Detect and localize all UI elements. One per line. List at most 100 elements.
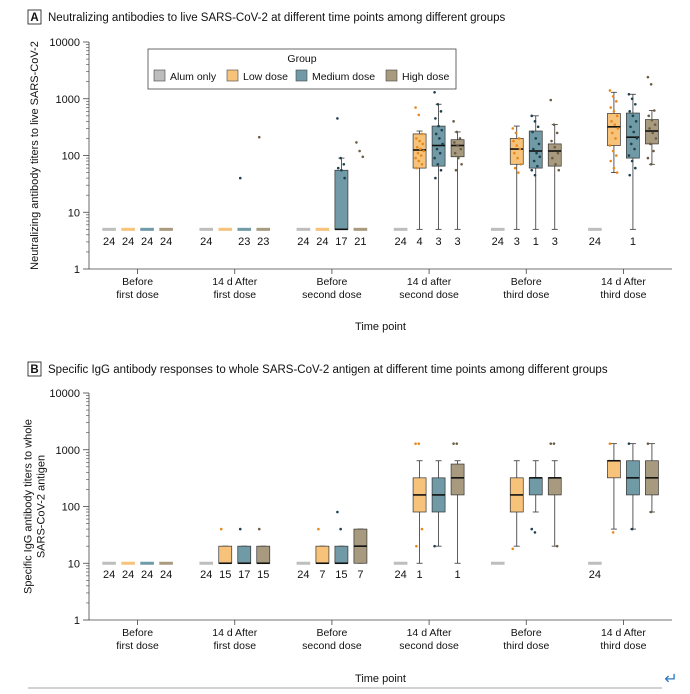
box-alum-only bbox=[490, 561, 505, 565]
data-point bbox=[414, 106, 417, 109]
data-point bbox=[555, 544, 559, 548]
y-axis-label: Specific IgG antibody titers to whole bbox=[23, 419, 35, 594]
data-point bbox=[615, 100, 618, 103]
box-medium-dose bbox=[334, 117, 349, 231]
data-point bbox=[511, 127, 515, 130]
flat-box bbox=[490, 561, 505, 565]
box-medium-dose bbox=[528, 460, 543, 534]
x-axis-label: Time point bbox=[355, 321, 406, 333]
count-label: 15 bbox=[257, 569, 269, 581]
data-point bbox=[452, 120, 455, 123]
category-label: third dose bbox=[503, 640, 549, 652]
data-point bbox=[452, 442, 455, 445]
count-label: 24 bbox=[141, 569, 153, 581]
legend-box bbox=[147, 48, 457, 90]
category-label: 14 d After bbox=[407, 627, 452, 639]
data-point bbox=[646, 75, 650, 79]
flat-box bbox=[588, 227, 602, 231]
count-label: 24 bbox=[492, 236, 504, 248]
data-point bbox=[519, 162, 523, 166]
box-alum-only bbox=[393, 227, 408, 231]
count-label: 24 bbox=[160, 569, 172, 581]
box-medium-dose bbox=[431, 90, 446, 230]
count-label: 24 bbox=[103, 236, 115, 248]
box-low-dose bbox=[607, 89, 621, 174]
box-high-dose bbox=[353, 141, 368, 231]
data-point bbox=[433, 156, 436, 160]
data-point bbox=[653, 109, 656, 112]
data-point bbox=[609, 106, 613, 109]
data-point bbox=[630, 97, 634, 101]
data-point bbox=[630, 527, 634, 531]
data-point bbox=[457, 156, 460, 160]
data-point bbox=[517, 171, 520, 174]
data-point bbox=[458, 137, 462, 140]
data-point bbox=[614, 137, 617, 140]
data-point bbox=[646, 442, 650, 445]
category-label: 14 d After bbox=[212, 627, 257, 639]
data-point bbox=[358, 149, 361, 153]
data-point bbox=[608, 89, 612, 92]
data-point bbox=[438, 137, 441, 140]
y-axis-label: Neutralizing antibody titers to live SAR… bbox=[29, 41, 41, 270]
count-label: 24 bbox=[394, 236, 406, 248]
data-point bbox=[634, 166, 637, 170]
flat-box bbox=[237, 227, 252, 231]
box-low-dose bbox=[121, 561, 135, 565]
legend-title: Group bbox=[287, 53, 316, 65]
data-point bbox=[415, 166, 418, 170]
data-point bbox=[553, 145, 557, 149]
return-arrow-icon[interactable]: ↵ bbox=[664, 671, 677, 688]
data-point bbox=[459, 147, 463, 151]
count-label: 23 bbox=[238, 236, 250, 248]
box-alum-only bbox=[296, 227, 311, 231]
box-body bbox=[626, 112, 640, 159]
data-point bbox=[532, 159, 536, 163]
data-point bbox=[339, 156, 342, 160]
data-point bbox=[629, 125, 632, 129]
category-label: second dose bbox=[399, 640, 459, 652]
flat-box bbox=[159, 227, 173, 231]
panel-b-header: B Specific IgG antibody responses to who… bbox=[27, 361, 608, 377]
data-point bbox=[317, 527, 320, 531]
data-point bbox=[615, 154, 618, 157]
box-body bbox=[412, 133, 427, 169]
flat-box bbox=[256, 227, 271, 231]
data-point bbox=[608, 442, 612, 445]
x-axis-label: Time point bbox=[355, 673, 406, 685]
data-point bbox=[551, 156, 554, 160]
flat-box bbox=[353, 227, 368, 231]
data-point bbox=[609, 159, 613, 163]
category-label: 14 d after bbox=[407, 276, 452, 288]
box-low-dose bbox=[218, 527, 233, 565]
data-point bbox=[533, 120, 537, 123]
count-label: 24 bbox=[200, 569, 212, 581]
data-point bbox=[649, 162, 653, 166]
data-point bbox=[436, 102, 440, 106]
data-point bbox=[434, 176, 437, 180]
data-point bbox=[434, 132, 438, 136]
box-body bbox=[315, 545, 330, 564]
data-point bbox=[632, 130, 636, 134]
category-label: Before bbox=[511, 276, 542, 288]
data-point bbox=[355, 141, 358, 144]
data-point bbox=[418, 139, 421, 143]
count-label: 21 bbox=[354, 236, 366, 248]
box-high-dose bbox=[159, 561, 173, 565]
data-point bbox=[611, 531, 615, 534]
flat-box bbox=[393, 561, 408, 565]
data-point bbox=[417, 159, 421, 163]
category-label: Before bbox=[316, 276, 347, 288]
box-alum-only bbox=[588, 227, 602, 231]
category-label: second dose bbox=[399, 289, 459, 301]
data-point bbox=[616, 127, 620, 130]
category-label: first dose bbox=[116, 289, 159, 301]
y-tick-label: 1000 bbox=[56, 94, 80, 106]
data-point bbox=[628, 173, 632, 177]
data-point bbox=[630, 142, 633, 146]
category-label: first dose bbox=[116, 640, 159, 652]
data-point bbox=[534, 137, 538, 140]
data-point bbox=[533, 531, 537, 534]
data-point bbox=[511, 547, 515, 551]
